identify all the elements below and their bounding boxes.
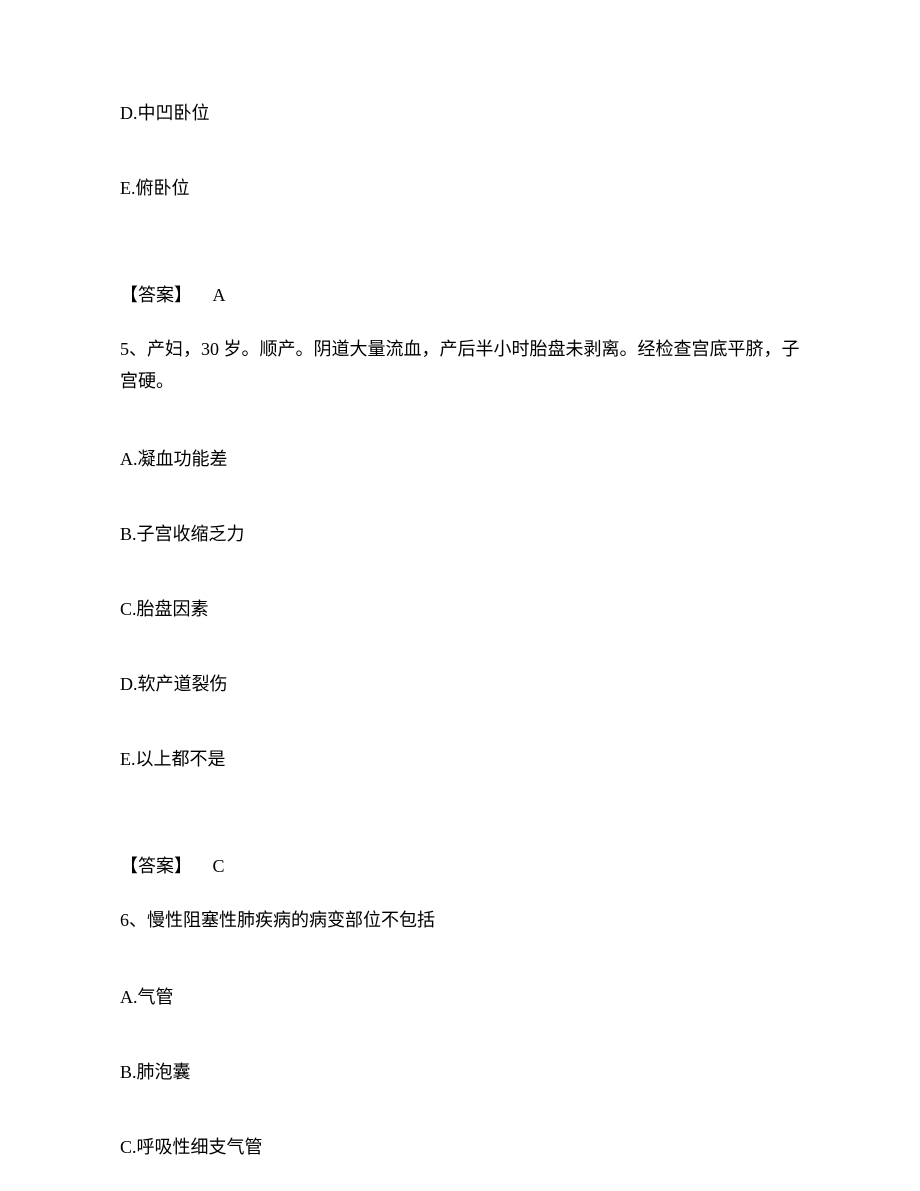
q6-option-b-text: B.肺泡囊: [120, 1062, 191, 1082]
q5-option-c-text: C.胎盘因素: [120, 599, 209, 619]
q4-option-e-text: E.俯卧位: [120, 178, 190, 198]
q5-option-b-text: B.子宫收缩乏力: [120, 524, 245, 544]
q5-option-d-text: D.软产道裂伤: [120, 674, 228, 694]
q6-option-a: A.气管: [120, 984, 800, 1011]
q6-option-b: B.肺泡囊: [120, 1059, 800, 1086]
q5-stem: 5、产妇，30 岁。顺产。阴道大量流血，产后半小时胎盘未剥离。经检查宫底平脐，子…: [120, 333, 800, 398]
q5-option-a-text: A.凝血功能差: [120, 449, 228, 469]
q4-option-e: E.俯卧位: [120, 175, 800, 202]
q4-option-d-text: D.中凹卧位: [120, 103, 210, 123]
q6-stem-text: 6、慢性阻塞性肺疾病的病变部位不包括: [120, 910, 435, 930]
q6-option-a-text: A.气管: [120, 987, 174, 1007]
q5-option-a: A.凝血功能差: [120, 446, 800, 473]
q4-answer-value: A: [213, 285, 226, 305]
q4-answer-label: 【答案】: [120, 285, 192, 305]
q5-answer-label: 【答案】: [120, 856, 192, 876]
q6-option-c: C.呼吸性细支气管: [120, 1134, 800, 1161]
q5-option-d: D.软产道裂伤: [120, 671, 800, 698]
q6-stem: 6、慢性阻塞性肺疾病的病变部位不包括: [120, 904, 800, 936]
q5-stem-text: 5、产妇，30 岁。顺产。阴道大量流血，产后半小时胎盘未剥离。经检查宫底平脐，子…: [120, 339, 800, 391]
q5-option-e: E.以上都不是: [120, 746, 800, 773]
q6-option-c-text: C.呼吸性细支气管: [120, 1137, 263, 1157]
q5-option-c: C.胎盘因素: [120, 596, 800, 623]
q5-answer-value: C: [213, 856, 225, 876]
q4-option-d: D.中凹卧位: [120, 100, 800, 127]
q5-option-e-text: E.以上都不是: [120, 749, 226, 769]
q4-answer-block: 【答案】 A: [120, 282, 800, 309]
q5-option-b: B.子宫收缩乏力: [120, 521, 800, 548]
q5-answer-block: 【答案】 C: [120, 853, 800, 880]
